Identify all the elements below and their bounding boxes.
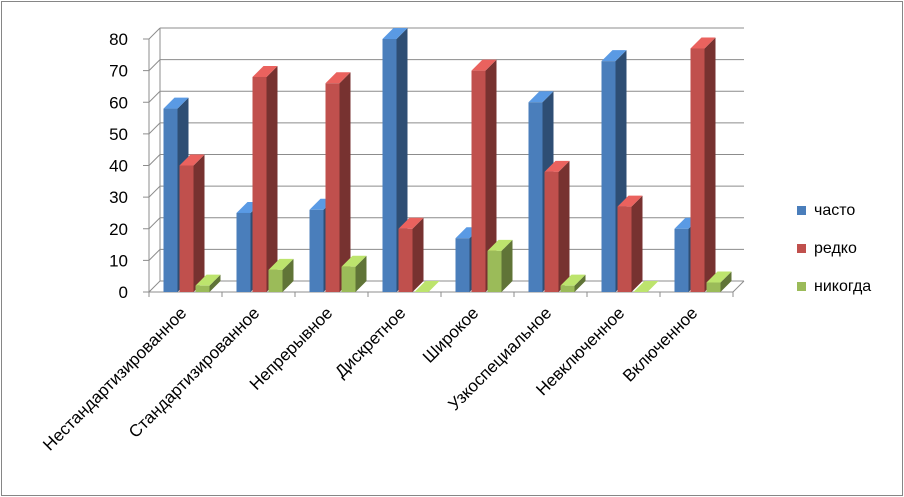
bar-3-1-side [412, 217, 424, 292]
y-tick-label: 20 [109, 220, 128, 239]
bar-1-1 [252, 76, 267, 292]
bar-2-2 [341, 266, 356, 292]
bar-5-2-top [560, 274, 586, 286]
bar-4-0 [455, 238, 470, 292]
bar-5-1 [544, 171, 559, 292]
bar-0-1 [179, 165, 194, 292]
bar-7-0 [674, 228, 689, 292]
gridline-side [148, 217, 161, 230]
bar-1-2-top [268, 258, 294, 270]
x-tick-label: Дискретное [331, 303, 409, 381]
gridline-side [148, 249, 161, 261]
legend-label-rarely: редко [814, 240, 857, 257]
bar-5-1-top [544, 160, 570, 172]
bar-6-0 [601, 61, 616, 293]
bar-6-1 [617, 206, 632, 292]
bar-3-2-top [414, 281, 440, 292]
floor-edge [732, 280, 745, 293]
legend-swatch-often [797, 206, 806, 215]
bar-6-2-top [633, 281, 659, 292]
bar-7-2 [706, 282, 721, 292]
bar-2-1-top [325, 72, 351, 84]
bar-1-0 [236, 212, 251, 292]
bar-1-1-top [252, 65, 278, 77]
x-tick-label: Нестандартизированное [39, 303, 190, 454]
legend-swatch-never [797, 282, 806, 291]
bar-2-1-side [339, 72, 351, 293]
bar-4-2 [487, 250, 502, 292]
bar-2-2-top [341, 255, 367, 267]
bar-0-0-top [163, 97, 189, 109]
bar-7-1-top [690, 37, 716, 49]
bar-0-2-top [195, 274, 221, 286]
y-tick-label: 0 [119, 283, 128, 302]
bar-3-0-top [382, 28, 408, 39]
legend-label-never: никогда [814, 278, 872, 295]
bar-5-2 [560, 285, 575, 292]
bar-4-2-top [487, 239, 513, 251]
gridline-side [148, 27, 161, 40]
bar-3-1-top [398, 217, 424, 229]
x-tick-label: Широкое [419, 303, 482, 366]
gridline-side [148, 122, 161, 135]
bar-6-1-top [617, 195, 643, 207]
bar-2-2-side [355, 255, 367, 292]
y-tick-label: 40 [109, 157, 128, 176]
bar-5-0 [528, 102, 543, 292]
bar-1-1-side [266, 65, 278, 292]
bar-5-2-side [574, 274, 586, 292]
bar-6-0-top [601, 50, 627, 62]
bar-1-2-side [282, 258, 294, 292]
legend-label-often: часто [814, 202, 856, 219]
bar-3-1 [398, 228, 413, 292]
y-tick-label: 10 [109, 251, 128, 270]
x-tick-label: Стандартизированное [125, 303, 263, 441]
bar-0-2-side [209, 274, 221, 292]
bar-3-0 [382, 39, 397, 292]
bar-1-2 [268, 269, 283, 292]
bar-7-1-side [704, 37, 716, 292]
gridline-side [148, 280, 161, 293]
bar-4-1 [471, 70, 486, 292]
bar-0-1-top [179, 154, 205, 166]
gridline-side [148, 154, 161, 166]
bar-4-2-side [501, 239, 513, 292]
legend-swatch-rarely [797, 244, 806, 253]
y-tick-label: 50 [109, 125, 128, 144]
gridline-side [148, 59, 161, 71]
bar-6-1-side [631, 195, 643, 292]
bar-0-0 [163, 108, 178, 292]
bar-4-1-top [471, 59, 497, 71]
bar-4-1-side [485, 59, 497, 292]
bar-2-0 [309, 209, 324, 292]
bar-7-2-top [706, 271, 732, 283]
y-tick-label: 60 [109, 93, 128, 112]
gridline-side [148, 185, 161, 198]
y-tick-label: 70 [109, 62, 128, 81]
bar-5-1-side [558, 160, 570, 292]
bar-7-1 [690, 48, 705, 292]
bar-7-2-side [720, 271, 732, 292]
bar-2-1 [325, 83, 340, 293]
bar-0-1-side [193, 154, 205, 292]
y-tick-label: 80 [109, 30, 128, 49]
bar-5-0-top [528, 91, 554, 103]
x-tick-label: Включенное [619, 303, 701, 385]
bar-0-2 [195, 285, 210, 292]
y-tick-label: 30 [109, 188, 128, 207]
gridline-side [148, 90, 161, 103]
